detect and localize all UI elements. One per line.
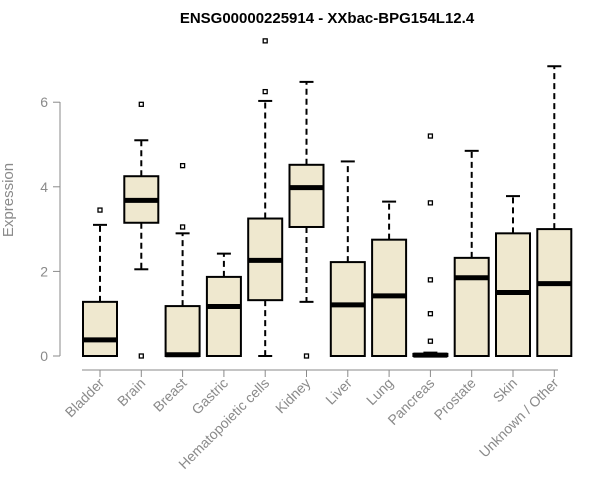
- box-group: [329, 160, 366, 357]
- outlier-point: [427, 338, 434, 344]
- outlier-point: [262, 38, 268, 44]
- box-group: [247, 38, 284, 357]
- iqr-box: [536, 228, 573, 358]
- x-tick-label: Lung: [363, 375, 396, 408]
- outlier-point: [179, 162, 186, 169]
- y-tick-label: 0: [40, 348, 48, 364]
- x-tick-label: Skin: [490, 375, 521, 406]
- iqr-box: [329, 261, 366, 357]
- y-tick-label: 2: [40, 263, 48, 279]
- x-tick-label: Kidney: [272, 375, 314, 417]
- y-tick-label: 6: [40, 94, 48, 110]
- y-axis-ticks: 0 2 4 6: [40, 94, 60, 364]
- y-tick-label: 4: [40, 179, 48, 195]
- box-group: [205, 252, 242, 357]
- iqr-box: [82, 300, 118, 357]
- iqr-box: [164, 305, 201, 357]
- outlier-point: [427, 200, 434, 206]
- box-group: [164, 162, 201, 358]
- outlier-point: [138, 353, 144, 359]
- box-group: [82, 207, 118, 357]
- outlier-point: [138, 101, 144, 107]
- x-tick-label: Bladder: [62, 375, 108, 421]
- outlier-point: [97, 207, 103, 213]
- y-axis-label: Expression: [0, 163, 17, 237]
- outlier-point: [262, 88, 268, 95]
- outlier-point: [427, 133, 434, 139]
- outlier-point: [179, 224, 186, 230]
- boxes-layer: [82, 38, 573, 359]
- iqr-box: [205, 275, 242, 357]
- box-group: [495, 195, 531, 357]
- outlier-point: [427, 277, 434, 283]
- chart-title: ENSG00000225914 - XXbac-BPG154L12.4: [180, 10, 475, 27]
- box-group: [536, 65, 573, 358]
- box-group: [453, 149, 490, 358]
- x-tick-label: Liver: [322, 375, 355, 408]
- outlier-point: [303, 353, 310, 359]
- iqr-box: [288, 163, 325, 228]
- x-tick-label: Breast: [150, 375, 190, 415]
- x-tick-label: Prostate: [431, 375, 479, 423]
- box-group: [371, 200, 408, 357]
- box-group: [412, 133, 449, 358]
- x-tick-label: Brain: [114, 375, 148, 409]
- box-group: [123, 101, 160, 359]
- box-group: [288, 80, 325, 359]
- iqr-box: [453, 256, 490, 358]
- outlier-point: [427, 311, 434, 317]
